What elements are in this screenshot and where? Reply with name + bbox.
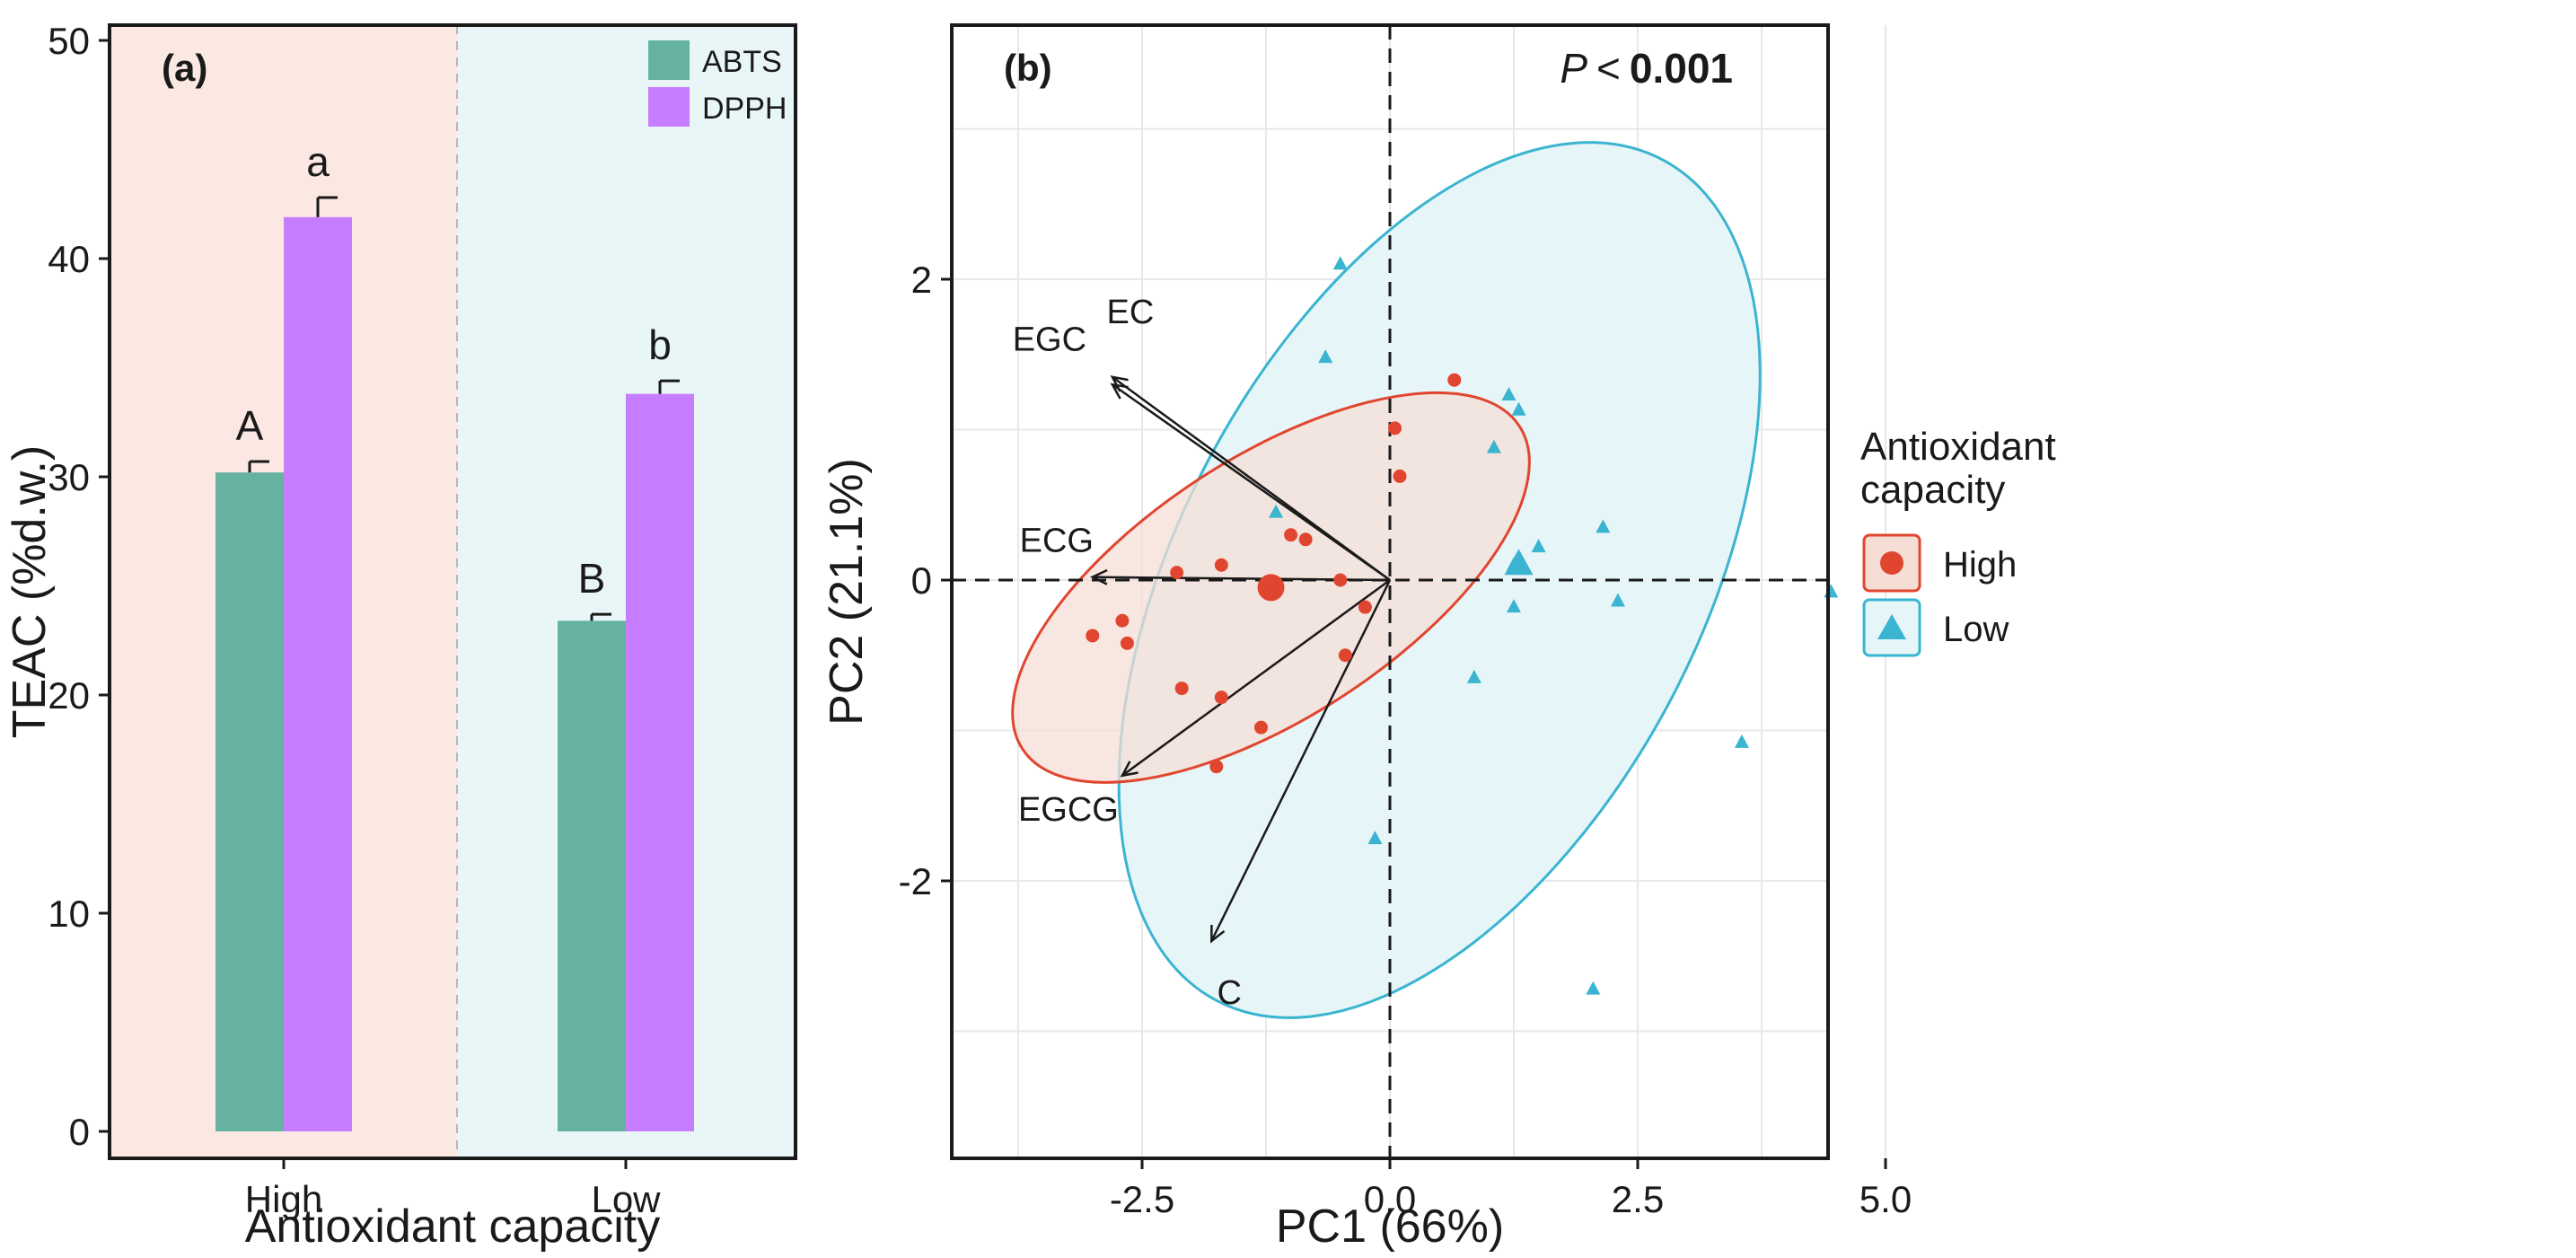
- point-low-7: [1531, 539, 1546, 553]
- loading-arrowhead-ecg: [1089, 568, 1108, 585]
- legend-title-line-2: capacity: [1860, 468, 2005, 512]
- pc2-tick-label-1: 0: [911, 559, 932, 602]
- point-high-10: [1298, 532, 1313, 547]
- point-low-4: [1501, 386, 1517, 400]
- panel-b-legend: Antioxidant capacity High Low: [1860, 425, 2056, 657]
- y-tick-label-40: 40: [48, 238, 90, 280]
- y-tick-label-10: 10: [48, 893, 90, 935]
- legend-label-dpph: DPPH: [702, 92, 787, 126]
- point-high-7: [1209, 760, 1224, 774]
- point-high-3: [1170, 566, 1184, 580]
- point-high-12: [1358, 600, 1372, 614]
- loading-label-c: C: [1218, 974, 1242, 1012]
- loading-label-ecg: ECG: [1020, 523, 1094, 560]
- loading-arrow-egc: [1112, 383, 1391, 582]
- significance-letter-dpph-high: a: [306, 138, 330, 185]
- panel-b-y-axis-title: PC2 (21.1%): [821, 458, 873, 726]
- point-high-15: [1393, 469, 1407, 483]
- loading-arrow-c: [1210, 579, 1392, 942]
- loading-arrowhead-egc: [1110, 383, 1129, 400]
- loading-label-egc: EGC: [1013, 321, 1086, 358]
- bar-dpph-high: [284, 216, 352, 1131]
- loading-arrowhead-egcg: [1120, 761, 1139, 778]
- point-high-6: [1214, 691, 1228, 705]
- significance-letter-abts-low: B: [578, 555, 606, 602]
- panel-a-label: (a): [162, 47, 207, 89]
- legend-title-line-1: Antioxidant: [1860, 425, 2056, 469]
- pc2-tick-label-0: -2: [899, 860, 932, 902]
- legend-swatch-dpph: [648, 87, 690, 127]
- y-tick-label-0: 0: [69, 1111, 90, 1153]
- loading-label-egcg: EGCG: [1018, 791, 1119, 829]
- y-tick-label-30: 30: [48, 456, 90, 498]
- loading-arrow-egcg: [1121, 578, 1391, 777]
- loading-label-ec: EC: [1106, 294, 1154, 331]
- x-tick-label-low: Low: [591, 1178, 661, 1220]
- point-high-8: [1253, 720, 1268, 735]
- legend-marker-high: [1880, 551, 1903, 575]
- point-low-15: [1586, 981, 1601, 995]
- p-symbol: P: [1560, 45, 1587, 92]
- x-tick-label-high: High: [245, 1178, 322, 1220]
- centroid-low: [1504, 549, 1534, 576]
- pc2-tick-label-2: 2: [911, 259, 932, 301]
- y-tick-label-20: 20: [48, 674, 90, 717]
- p-value: 0.001: [1630, 45, 1733, 92]
- legend-label-high: High: [1943, 545, 2017, 585]
- point-high-14: [1388, 421, 1402, 435]
- point-high-1: [1115, 613, 1130, 628]
- centroid-high: [1257, 574, 1285, 602]
- point-high-5: [1214, 558, 1228, 572]
- point-low-3: [1486, 439, 1501, 453]
- point-high-4: [1174, 682, 1189, 696]
- legend-swatch-abts: [648, 40, 690, 80]
- point-low-12: [1734, 734, 1749, 748]
- panel-b-x-axis-title: PC1 (66%): [1276, 1201, 1504, 1253]
- panel-a-x-axis-title: Antioxidant capacity: [245, 1201, 661, 1253]
- bar-dpph-low: [626, 393, 694, 1131]
- legend-label-low: Low: [1943, 610, 2009, 649]
- significance-letter-abts-high: A: [236, 402, 264, 449]
- p-value-annotation: P <0.001: [1560, 45, 1733, 92]
- significance-letter-dpph-low: b: [648, 321, 672, 368]
- bar-abts-low: [558, 620, 626, 1131]
- pc1-tick-label-2: 2.5: [1612, 1178, 1664, 1220]
- panel-b-pca-biplot: EC EGC ECG EGCG C -2 0 2 -2.5 0.0 2.5 5.0 (b) P <0…: [821, 23, 2056, 1253]
- point-low-0: [1332, 256, 1348, 270]
- panel-b-label: (b): [1004, 47, 1052, 89]
- loading-arrowhead-c: [1210, 924, 1226, 944]
- point-high-11: [1333, 573, 1348, 587]
- point-high-9: [1284, 528, 1298, 542]
- loading-arrowhead-ec: [1110, 375, 1129, 392]
- point-low-13: [1466, 669, 1481, 683]
- point-low-14: [1367, 831, 1383, 845]
- point-low-5: [1511, 401, 1526, 416]
- p-operator: <: [1596, 45, 1621, 92]
- point-high-16: [1447, 373, 1462, 387]
- panel-a-y-axis-title: TEAC (%d.w.): [4, 445, 56, 739]
- point-high-0: [1086, 629, 1100, 643]
- point-low-1: [1318, 349, 1333, 364]
- point-low-8: [1507, 599, 1521, 613]
- legend-label-abts: ABTS: [702, 45, 782, 79]
- point-high-2: [1120, 636, 1134, 650]
- pc1-tick-label-1: 0.0: [1364, 1178, 1416, 1220]
- pc1-tick-label-3: 5.0: [1859, 1178, 1912, 1220]
- y-tick-label-50: 50: [48, 20, 90, 62]
- legend-marker-low: [1877, 614, 1906, 639]
- point-high-13: [1338, 648, 1352, 663]
- panel-a-legend: ABTS DPPH: [648, 40, 787, 127]
- point-low-9: [1596, 519, 1611, 533]
- bar-abts-high: [215, 472, 284, 1131]
- panel-a-bar-chart: A Ba b 0 10 20 30 40 50 High Low (a) ABTS DPPH A…: [4, 20, 797, 1253]
- point-low-2: [1269, 504, 1284, 518]
- pc1-tick-label-0: -2.5: [1110, 1178, 1174, 1220]
- point-low-10: [1610, 593, 1625, 607]
- panel-a-frame: [108, 23, 797, 1160]
